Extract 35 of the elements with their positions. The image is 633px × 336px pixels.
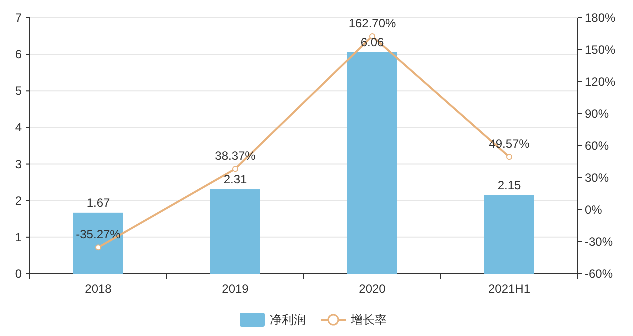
y2-tick-label: 90% (585, 107, 610, 121)
y2-tick-label: -60% (585, 267, 614, 281)
y-tick-label: 3 (15, 157, 22, 172)
point (96, 244, 102, 251)
y-tick-label: 5 (15, 84, 22, 98)
bar (484, 195, 534, 274)
data-label: -35.27% (76, 228, 122, 242)
point (506, 154, 512, 160)
data-label: 162.70% (348, 16, 397, 30)
y2-tick-label: 60% (585, 139, 610, 153)
y2-tick-label: 30% (585, 171, 610, 185)
y2-tick-label: 120% (585, 75, 616, 89)
y-tick-label: 4 (15, 120, 22, 135)
y-tick-label: 7 (15, 11, 22, 25)
x-tick-label: 2020 (359, 282, 386, 296)
x-tick-label: 2019 (222, 282, 250, 296)
legend-label: 净利润 (270, 313, 306, 327)
data-label: 1.67 (86, 196, 110, 210)
y-tick-label: 2 (15, 194, 22, 208)
bar (74, 212, 124, 274)
y-tick-label: 1 (15, 230, 22, 244)
y2-tick-label: 150% (585, 43, 616, 57)
bar (210, 190, 260, 274)
y2-tick-label: -30% (585, 235, 614, 249)
y2-tick-label: 180% (585, 11, 616, 25)
y-tick-label: 0 (15, 267, 22, 281)
data-label: 2.15 (498, 178, 522, 192)
y2-tick-label: 0% (585, 203, 603, 217)
bar (348, 52, 398, 274)
data-label: 2.31 (224, 172, 248, 187)
legend-label: 增长率 (350, 313, 387, 327)
x-tick-label: 2018 (85, 282, 112, 296)
x-tick-label: 2021H1 (488, 282, 531, 296)
point (232, 166, 238, 172)
y-tick-label: 6 (15, 48, 22, 62)
